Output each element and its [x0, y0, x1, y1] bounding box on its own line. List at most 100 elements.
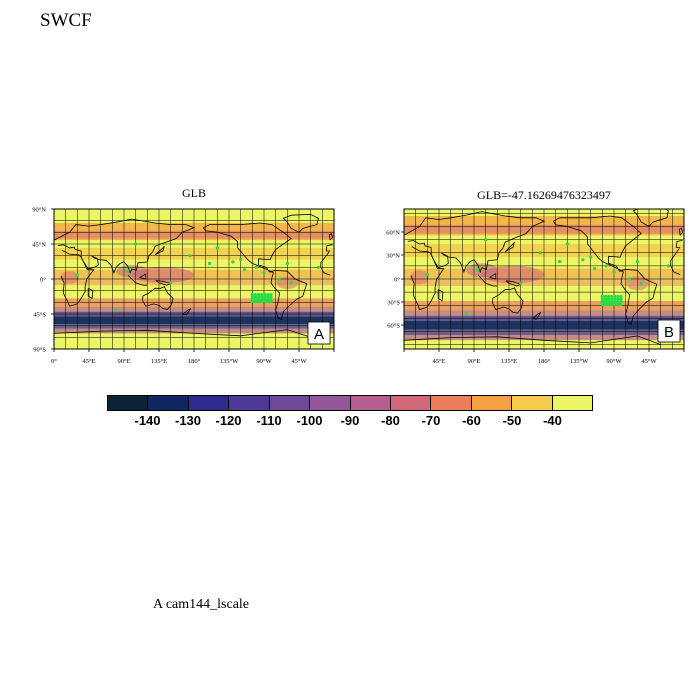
significance-marker	[603, 294, 608, 299]
field-a	[54, 209, 334, 349]
significance-marker	[169, 281, 173, 285]
lon-tick-label: 90°W	[606, 358, 622, 365]
colorbar-box	[431, 396, 472, 410]
significance-marker	[253, 292, 258, 297]
panel-b-label: B	[664, 324, 674, 341]
significance-marker	[589, 255, 593, 259]
colorbar-label: -40	[543, 413, 562, 428]
significance-marker	[600, 294, 604, 299]
lat-tick-label: 30°N	[386, 253, 400, 260]
significance-marker	[610, 300, 614, 304]
significance-marker	[592, 266, 597, 271]
significance-marker	[266, 299, 270, 304]
significance-marker	[619, 294, 623, 299]
significance-marker	[263, 292, 267, 297]
map-panel-a: 90°N 45°N 0° 45°S 90°S 0° 45°E 90°E 135°…	[32, 207, 335, 365]
significance-marker	[616, 294, 620, 299]
lon-tick-label: 45°W	[641, 358, 657, 365]
significance-marker	[231, 260, 235, 264]
significance-marker	[600, 297, 604, 301]
significance-marker	[612, 270, 616, 274]
lat-tick-label: 0°	[40, 277, 46, 284]
panel-b-label-box	[657, 319, 681, 343]
significance-marker	[639, 281, 643, 285]
lon-tick-label: 90°W	[256, 358, 272, 365]
footnote: A cam144_lscale	[153, 597, 250, 612]
coastline	[139, 273, 147, 280]
significance-marker	[635, 259, 639, 264]
tick-marks-b	[401, 231, 685, 352]
colorbar-box	[108, 396, 149, 410]
significance-marker	[253, 299, 258, 304]
colorbar-box	[552, 396, 593, 410]
significance-marker	[266, 297, 270, 301]
significance-marker	[254, 265, 258, 269]
colorbar-box	[188, 396, 230, 410]
significance-marker	[464, 312, 468, 316]
significance-marker	[207, 261, 212, 266]
field-b	[404, 209, 684, 349]
colorbar-label: -110	[256, 413, 282, 428]
colorbar-label: -80	[381, 413, 400, 428]
lat-tick-label: 45°S	[33, 312, 46, 319]
coastline	[142, 286, 174, 310]
lat-tick-label: 45°N	[32, 242, 46, 249]
significance-marker	[476, 268, 480, 272]
significance-marker	[285, 261, 289, 266]
significance-marker	[619, 302, 623, 306]
tick-marks-a	[51, 208, 335, 352]
significance-marker	[250, 299, 254, 304]
significance-marker	[260, 297, 264, 301]
panel-a-title: GLB	[182, 186, 206, 200]
significance-marker	[610, 302, 614, 306]
significance-marker	[250, 292, 254, 297]
significance-marker	[666, 264, 671, 268]
colorbar-box	[390, 396, 432, 410]
significance-marker	[263, 295, 267, 299]
significance-marker	[606, 302, 611, 306]
significance-marker	[114, 308, 118, 312]
colorbar-label: -90	[340, 413, 360, 428]
coastline	[328, 233, 333, 241]
significance-marker	[126, 269, 130, 273]
significance-marker	[266, 295, 270, 299]
significance-markers-a	[75, 242, 321, 312]
lon-tick-label: 180°	[188, 358, 201, 365]
lat-tick-label: 30°S	[387, 300, 400, 307]
coastline	[632, 209, 669, 227]
gridlines-b	[404, 209, 684, 349]
lat-labels-a: 90°N 45°N 0° 45°S 90°S	[32, 207, 46, 354]
significance-markers-b	[425, 238, 671, 316]
colorbar-label: -50	[502, 413, 522, 428]
significance-marker	[619, 300, 623, 304]
significance-marker	[616, 302, 620, 306]
significance-marker	[619, 297, 623, 301]
colorbar-box	[471, 396, 513, 410]
significance-marker	[316, 265, 321, 269]
significance-marker	[600, 302, 604, 306]
significance-marker	[603, 302, 608, 306]
panel-a-label: A	[314, 326, 324, 343]
significance-marker	[613, 302, 617, 306]
lon-tick-label: 45°E	[432, 358, 445, 365]
colorbar-box	[229, 396, 270, 410]
lon-tick-label: 135°W	[570, 358, 589, 365]
colorbar-label: -120	[215, 413, 242, 428]
coastline	[437, 289, 444, 302]
coastline	[270, 269, 308, 320]
significance-marker	[242, 268, 247, 272]
swcf-patch	[410, 270, 429, 285]
coastline	[87, 287, 94, 300]
significance-marker	[253, 295, 258, 299]
significance-marker	[606, 297, 611, 301]
significance-marker	[75, 273, 79, 277]
figure-title: SWCF	[40, 10, 92, 31]
coastline	[182, 308, 192, 316]
lon-tick-label: 90°E	[467, 358, 480, 365]
significance-marker	[260, 295, 264, 299]
coastline	[532, 311, 542, 320]
significance-marker	[250, 297, 254, 301]
significance-marker	[263, 297, 267, 301]
lat-tick-label: 0°	[394, 277, 400, 284]
lon-tick-label: 45°E	[82, 358, 95, 365]
